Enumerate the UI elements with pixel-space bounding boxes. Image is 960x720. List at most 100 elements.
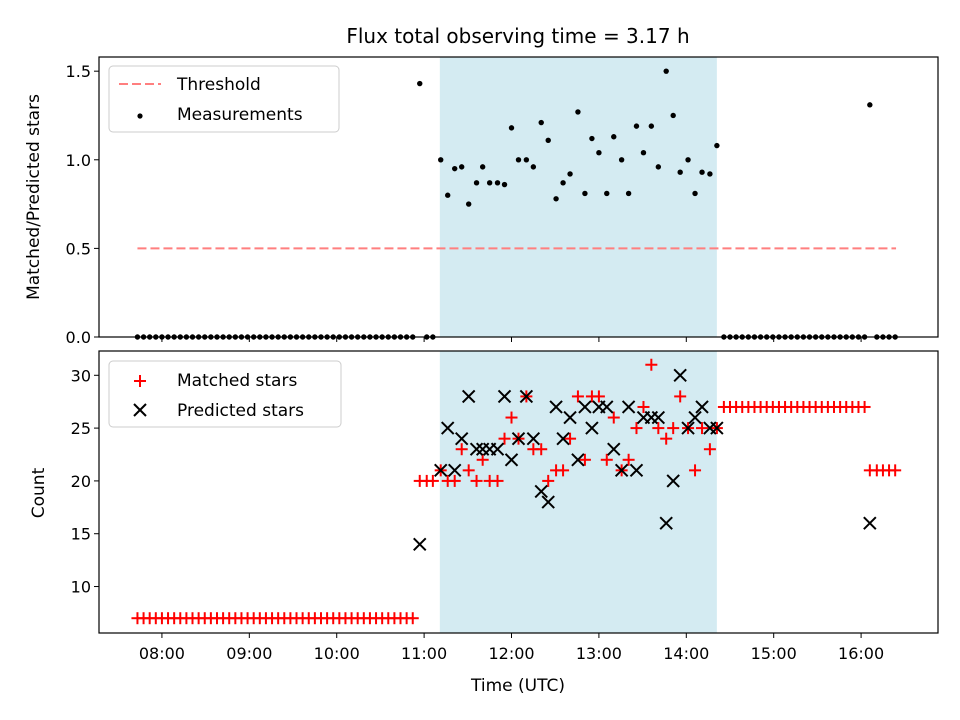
- y-tick-label: 10: [71, 578, 91, 597]
- predicted-point: [571, 453, 585, 467]
- predicted-point: [621, 400, 636, 414]
- matched-point: [645, 358, 658, 371]
- predicted-point: [629, 463, 644, 478]
- predicted-point: [651, 410, 666, 425]
- top-legend: Threshold Measurements: [108, 65, 340, 133]
- measurement-point: [707, 171, 713, 177]
- matched-legend-marker: [134, 375, 146, 387]
- measurements-legend-label: Measurements: [177, 105, 303, 125]
- matched-point: [667, 422, 680, 435]
- x-tick-label: 10:00: [314, 644, 360, 663]
- y-tick-label: 0.0: [66, 328, 91, 347]
- measurement-point: [560, 180, 566, 186]
- predicted-point: [461, 389, 476, 404]
- y-tick-label: 25: [71, 419, 91, 438]
- top-panel-x-ticks: [161, 337, 862, 342]
- measurement-point: [640, 149, 647, 156]
- bottom-legend: Matched stars Predicted stars: [108, 360, 342, 428]
- measurement-point: [567, 171, 573, 177]
- measurement-point: [611, 134, 617, 140]
- matched-point: [476, 453, 489, 466]
- predicted-point: [607, 442, 621, 456]
- measurement-point: [633, 123, 640, 129]
- predicted-point: [659, 516, 673, 530]
- matched-point: [600, 453, 613, 466]
- measurement-point: [553, 196, 559, 202]
- x-tick-label: 12:00: [488, 644, 534, 663]
- matched-point: [571, 390, 584, 403]
- measurement-point: [515, 157, 522, 163]
- matched-point: [689, 464, 702, 477]
- x-tick-label: 15:00: [751, 644, 797, 663]
- measurement-point: [685, 157, 691, 163]
- measurement-point: [582, 190, 588, 197]
- x-tick-label: 13:00: [576, 644, 622, 663]
- measurement-point: [523, 157, 530, 163]
- measurement-point: [508, 125, 515, 131]
- matched-point: [696, 422, 709, 435]
- predicted-legend-marker: [133, 403, 147, 417]
- matched-point: [498, 432, 511, 445]
- measurement-point: [538, 119, 544, 126]
- predicted-point: [469, 442, 484, 456]
- predicted-point: [666, 474, 680, 488]
- top-panel-shaded-region: [439, 57, 717, 337]
- measurement-point: [501, 181, 508, 188]
- measurement-point: [530, 164, 537, 170]
- top-legend-box: [108, 65, 340, 133]
- bottom-panel-marks: [131, 358, 902, 625]
- measurement-point: [618, 157, 625, 163]
- matched-point: [455, 443, 468, 456]
- matched-point: [406, 612, 419, 625]
- predicted-point: [563, 410, 577, 425]
- predicted-point: [549, 400, 563, 414]
- matched-point: [660, 432, 673, 445]
- matched-point: [557, 464, 570, 477]
- measurement-point: [714, 142, 720, 149]
- bottom-panel-frame: [98, 350, 939, 634]
- measurement-point: [692, 190, 698, 197]
- measurement-point: [699, 169, 705, 175]
- matched-point: [592, 390, 605, 403]
- predicted-point: [454, 431, 469, 446]
- matched-legend-label: Matched stars: [177, 371, 297, 391]
- predicted-point: [434, 463, 448, 478]
- measurement-point: [625, 190, 632, 197]
- y-tick-label: 1.0: [66, 151, 91, 170]
- bottom-panel: 10 15 20 25 30 08:00 09:00 10:00 11:00 12:00 13:0…: [29, 350, 939, 696]
- predicted-point: [441, 421, 455, 435]
- matched-point: [491, 474, 504, 487]
- measurement-point: [438, 157, 444, 163]
- predicted-point: [519, 389, 534, 404]
- measurement-point: [452, 165, 458, 172]
- predicted-point: [673, 368, 687, 382]
- matched-point: [622, 453, 635, 466]
- x-tick-label: 11:00: [401, 644, 447, 663]
- measurement-point: [486, 180, 493, 186]
- predicted-point: [534, 484, 548, 499]
- predicted-point: [490, 442, 505, 456]
- measurement-point: [663, 68, 669, 74]
- measurement-point: [458, 164, 465, 170]
- measurements-legend-marker: [137, 113, 143, 119]
- matched-point: [703, 443, 716, 456]
- matched-point: [505, 411, 518, 424]
- predicted-point: [614, 463, 629, 478]
- measurement-point: [604, 190, 610, 197]
- bottom-ylabel: Count: [29, 467, 49, 518]
- x-tick-label: 09:00: [226, 644, 272, 663]
- predicted-point: [556, 431, 570, 446]
- measurement-point: [473, 180, 480, 186]
- predicted-point: [681, 421, 695, 435]
- measurement-point: [655, 164, 662, 170]
- matched-point: [578, 453, 591, 466]
- matched-point: [535, 443, 548, 456]
- measurement-point: [677, 169, 683, 175]
- predicted-point: [863, 516, 877, 530]
- top-panel: 0.0 0.5 1.0 1.5 Matched/Predicted stars Thr…: [24, 56, 939, 347]
- top-ylabel: Matched/Predicted stars: [24, 94, 44, 300]
- predicted-point: [511, 431, 526, 446]
- bottom-legend-box: [108, 360, 342, 428]
- predicted-point: [585, 421, 599, 435]
